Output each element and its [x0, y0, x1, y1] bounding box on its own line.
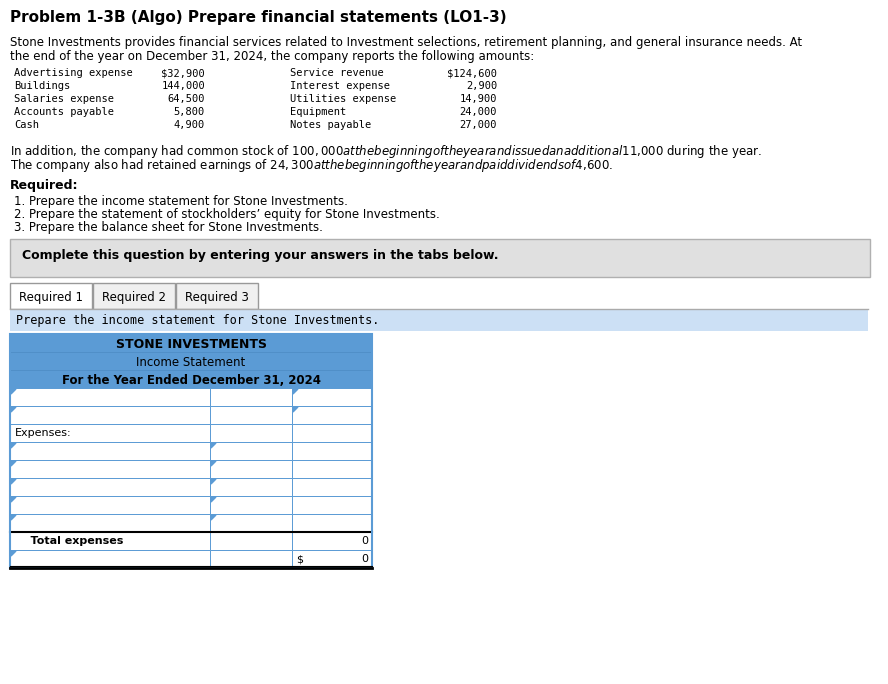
Bar [210, 388, 292, 406]
Text: 27,000: 27,000 [459, 120, 497, 130]
Text: Expenses:: Expenses: [15, 428, 72, 438]
Bar [210, 460, 292, 478]
Text: Utilities expense: Utilities expense [290, 94, 396, 104]
Bar [10, 442, 210, 460]
Text: 0: 0 [361, 536, 368, 546]
Polygon shape [11, 443, 16, 448]
Bar [292, 406, 372, 424]
Polygon shape [11, 551, 16, 556]
Text: Buildings: Buildings [14, 81, 70, 91]
Bar [10, 388, 210, 406]
Bar [10, 550, 210, 568]
Text: 2. Prepare the statement of stockholders’ equity for Stone Investments.: 2. Prepare the statement of stockholders… [14, 208, 440, 221]
Bar [292, 442, 372, 460]
Bar [292, 550, 372, 568]
Bar [210, 514, 292, 532]
Text: Stone Investments provides financial services related to Investment selections, : Stone Investments provides financial ser… [10, 36, 802, 49]
Polygon shape [293, 389, 298, 394]
Text: Salaries expense: Salaries expense [14, 94, 114, 104]
Text: STONE INVESTMENTS: STONE INVESTMENTS [115, 338, 266, 351]
Polygon shape [211, 497, 216, 502]
Bar [10, 334, 372, 352]
Bar [210, 496, 292, 514]
Polygon shape [211, 461, 216, 466]
Text: Accounts payable: Accounts payable [14, 107, 114, 117]
Bar [210, 478, 292, 496]
Text: $: $ [296, 554, 303, 564]
Text: 0: 0 [361, 554, 368, 564]
Bar [93, 283, 175, 309]
Bar [10, 239, 870, 277]
Text: $32,900: $32,900 [162, 68, 205, 78]
Polygon shape [211, 479, 216, 484]
Bar [10, 478, 210, 496]
Text: 14,900: 14,900 [459, 94, 497, 104]
Bar [292, 388, 372, 406]
Bar [10, 309, 868, 331]
Text: Income Statement: Income Statement [137, 356, 246, 369]
Bar [10, 514, 210, 532]
Text: In addition, the company had common stock of $100,000 at the beginning of the ye: In addition, the company had common stoc… [10, 143, 762, 160]
Text: Equipment: Equipment [290, 107, 346, 117]
Bar [292, 496, 372, 514]
Bar [10, 334, 372, 568]
Bar [10, 352, 372, 370]
Text: Complete this question by entering your answers in the tabs below.: Complete this question by entering your … [22, 249, 498, 262]
Bar [176, 283, 258, 309]
Text: 4,900: 4,900 [174, 120, 205, 130]
Text: For the Year Ended December 31, 2024: For the Year Ended December 31, 2024 [61, 374, 321, 387]
Text: Required 1: Required 1 [19, 291, 83, 304]
Text: 144,000: 144,000 [162, 81, 205, 91]
Bar [10, 532, 210, 550]
Polygon shape [11, 479, 16, 484]
Polygon shape [11, 497, 16, 502]
Bar [210, 424, 292, 442]
Text: Required:: Required: [10, 179, 78, 192]
Text: 64,500: 64,500 [168, 94, 205, 104]
Polygon shape [211, 515, 216, 520]
Text: Interest expense: Interest expense [290, 81, 390, 91]
Bar [210, 550, 292, 568]
Text: The company also had retained earnings of $24,300 at the beginning of the year a: The company also had retained earnings o… [10, 157, 613, 174]
Text: 1. Prepare the income statement for Stone Investments.: 1. Prepare the income statement for Ston… [14, 195, 348, 208]
Text: Prepare the income statement for Stone Investments.: Prepare the income statement for Stone I… [16, 314, 379, 327]
Text: Cash: Cash [14, 120, 39, 130]
Text: Problem 1-3B (Algo) Prepare financial statements (LO1-3): Problem 1-3B (Algo) Prepare financial st… [10, 10, 507, 25]
Bar [210, 532, 292, 550]
Polygon shape [11, 407, 16, 412]
Bar [210, 406, 292, 424]
Polygon shape [11, 461, 16, 466]
Text: Required 3: Required 3 [185, 291, 249, 304]
Polygon shape [11, 515, 16, 520]
Text: the end of the year on December 31, 2024, the company reports the following amou: the end of the year on December 31, 2024… [10, 50, 535, 63]
Bar [292, 424, 372, 442]
Text: 3. Prepare the balance sheet for Stone Investments.: 3. Prepare the balance sheet for Stone I… [14, 221, 323, 234]
Bar [10, 406, 210, 424]
Bar [292, 478, 372, 496]
Text: $124,600: $124,600 [447, 68, 497, 78]
Text: 5,800: 5,800 [174, 107, 205, 117]
Bar [292, 514, 372, 532]
Text: Notes payable: Notes payable [290, 120, 371, 130]
Text: Total expenses: Total expenses [15, 536, 123, 546]
Bar [292, 532, 372, 550]
Polygon shape [11, 389, 16, 394]
Bar [10, 283, 92, 309]
Bar [10, 460, 210, 478]
Text: Required 2: Required 2 [102, 291, 166, 304]
Text: Advertising expense: Advertising expense [14, 68, 132, 78]
Bar [10, 370, 372, 388]
Text: Service revenue: Service revenue [290, 68, 384, 78]
Bar [10, 496, 210, 514]
Bar [10, 424, 210, 442]
Text: 24,000: 24,000 [459, 107, 497, 117]
Bar [210, 442, 292, 460]
Polygon shape [293, 407, 298, 412]
Bar [292, 460, 372, 478]
Polygon shape [211, 443, 216, 448]
Text: 2,900: 2,900 [465, 81, 497, 91]
